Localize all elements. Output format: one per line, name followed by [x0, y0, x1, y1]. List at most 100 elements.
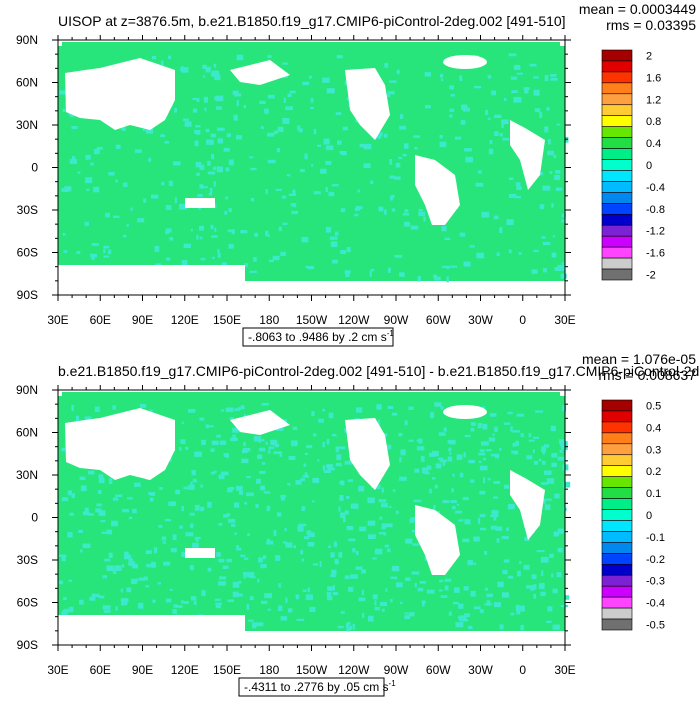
top-anomaly-cell — [400, 114, 404, 119]
bottom-anomaly-cell — [330, 552, 335, 558]
top-anomaly-cell — [216, 166, 223, 173]
bottom-anomaly-cell — [438, 457, 444, 460]
bottom-land-south-america — [415, 505, 460, 575]
top-anomaly-cell — [508, 53, 517, 57]
top-x-tick-label: 150W — [296, 313, 328, 327]
bottom-anomaly-cell — [261, 462, 266, 465]
bottom-map — [57, 389, 571, 646]
top-anomaly-cell — [508, 249, 512, 254]
bottom-anomaly-cell — [260, 600, 268, 605]
bottom-anomaly-cell — [134, 482, 141, 487]
top-anomaly-cell — [547, 150, 554, 156]
bottom-anomaly-cell — [323, 469, 332, 474]
bottom-anomaly-cell — [102, 605, 111, 610]
bottom-colorbar-label: 0.2 — [646, 466, 661, 478]
bottom-anomaly-cell — [61, 497, 69, 502]
top-anomaly-cell — [441, 265, 450, 268]
bottom-anomaly-cell — [544, 504, 551, 511]
top-anomaly-cell — [363, 163, 371, 169]
bottom-anomaly-cell — [404, 612, 408, 615]
bottom-anomaly-cell — [416, 446, 425, 451]
bottom-anomaly-cell — [483, 457, 487, 461]
bottom-anomaly-cell — [532, 449, 535, 453]
top-anomaly-cell — [286, 174, 291, 177]
top-anomaly-cell — [196, 129, 201, 135]
top-y-tick-label: 60N — [16, 76, 38, 90]
bottom-anomaly-cell — [352, 623, 355, 630]
bottom-field-north — [62, 392, 560, 400]
bottom-anomaly-cell — [255, 503, 259, 508]
bottom-anomaly-cell — [546, 620, 552, 624]
top-anomaly-cell — [199, 164, 205, 170]
bottom-anomaly-cell — [349, 625, 352, 631]
top-anomaly-cell — [354, 207, 360, 211]
bottom-colorbar-cell — [601, 531, 633, 543]
bottom-anomaly-cell — [547, 606, 553, 612]
top-anomaly-cell — [387, 267, 391, 273]
top-anomaly-cell — [150, 194, 159, 199]
bottom-anomaly-cell — [307, 532, 315, 538]
bottom-chart-title: b.e21.B1850.f19_g17.CMIP6-piControl-2deg… — [58, 363, 700, 379]
bottom-colorbar-cell — [601, 410, 633, 423]
top-anomaly-cell — [76, 251, 81, 254]
bottom-anomaly-cell — [183, 601, 189, 604]
top-anomaly-cell — [402, 153, 407, 157]
top-land-arctic — [230, 60, 290, 85]
top-anomaly-cell — [91, 255, 95, 260]
bottom-anomaly-cell — [381, 503, 388, 508]
bottom-anomaly-cell — [524, 536, 530, 542]
bottom-anomaly-cell — [551, 573, 554, 578]
top-anomaly-cell — [323, 138, 330, 145]
bottom-colorbar-cell — [601, 509, 633, 521]
top-anomaly-cell — [413, 135, 421, 138]
bottom-anomaly-cell — [80, 485, 87, 492]
top-anomaly-cell — [378, 206, 384, 212]
bottom-anomaly-cell — [556, 572, 562, 578]
bottom-y-tick-label: 30N — [16, 468, 38, 482]
bottom-anomaly-cell — [206, 425, 214, 428]
top-anomaly-cell — [440, 73, 444, 78]
top-anomaly-cell — [336, 55, 343, 59]
top-anomaly-cell — [174, 197, 177, 204]
bottom-anomaly-cell — [479, 422, 483, 426]
bottom-anomaly-cell — [220, 409, 225, 412]
bottom-anomaly-cell — [545, 498, 552, 501]
bottom-anomaly-cell — [358, 485, 365, 492]
bottom-anomaly-cell — [259, 470, 266, 474]
bottom-anomaly-cell — [434, 402, 442, 407]
bottom-anomaly-cell — [385, 523, 393, 528]
top-anomaly-cell — [145, 127, 154, 134]
bottom-anomaly-cell — [235, 485, 243, 491]
top-y-tick-label: 30N — [16, 118, 38, 132]
top-anomaly-cell — [555, 187, 563, 191]
top-anomaly-cell — [244, 263, 248, 268]
bottom-anomaly-cell — [258, 557, 263, 563]
top-anomaly-cell — [496, 252, 500, 257]
bottom-anomaly-cell — [279, 451, 282, 457]
top-anomaly-cell — [267, 159, 276, 164]
top-anomaly-cell — [182, 118, 189, 122]
bottom-colorbar-cell — [601, 476, 633, 488]
bottom-anomaly-cell — [561, 445, 568, 450]
bottom-anomaly-cell — [337, 446, 346, 450]
bottom-anomaly-cell — [448, 447, 452, 452]
bottom-anomaly-cell — [298, 523, 307, 527]
bottom-anomaly-cell — [391, 565, 400, 572]
top-anomaly-cell — [265, 188, 268, 195]
bottom-anomaly-cell — [449, 452, 452, 455]
bottom-anomaly-cell — [331, 569, 337, 575]
bottom-anomaly-cell — [194, 536, 201, 540]
bottom-anomaly-cell — [253, 436, 262, 442]
bottom-anomaly-cell — [326, 592, 332, 597]
top-anomaly-cell — [516, 72, 523, 75]
top-land-eurasia — [65, 58, 175, 130]
top-anomaly-cell — [359, 143, 365, 148]
top-anomaly-cell — [488, 148, 494, 155]
bottom-anomaly-cell — [304, 452, 309, 456]
bottom-anomaly-cell — [172, 534, 177, 540]
bottom-anomaly-cell — [126, 587, 132, 593]
bottom-y-tick-label: 0 — [31, 511, 38, 525]
top-anomaly-cell — [325, 145, 334, 151]
bottom-colorbar-label: -0.2 — [646, 554, 665, 566]
bottom-x-tick-label: 180 — [259, 663, 279, 677]
